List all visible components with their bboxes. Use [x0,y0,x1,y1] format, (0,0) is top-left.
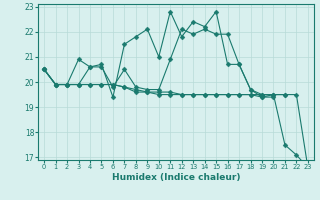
X-axis label: Humidex (Indice chaleur): Humidex (Indice chaleur) [112,173,240,182]
